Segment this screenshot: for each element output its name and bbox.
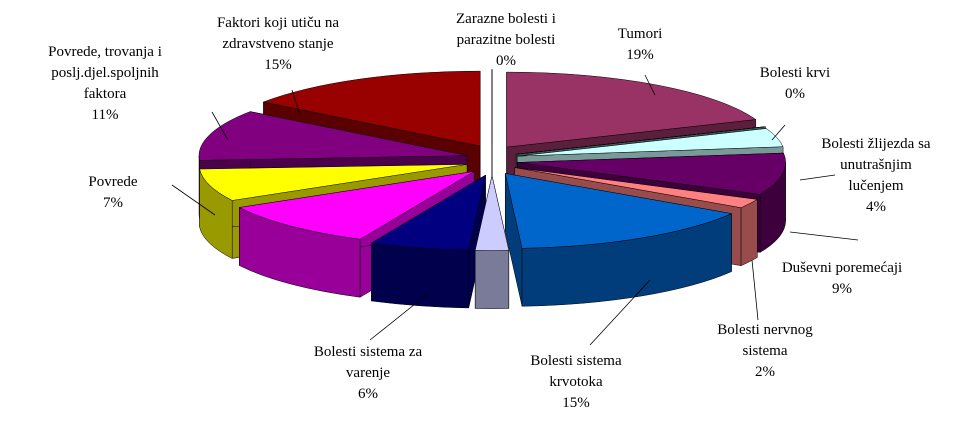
slice [516,126,766,155]
slice-label: Bolesti nervnog sistema 2% [717,320,812,383]
slice [517,128,784,157]
slice-label: Bolesti sistema krvotoka 15% [530,351,621,414]
category-label: Tumori [617,26,663,42]
leader-line [751,259,759,321]
slice [199,164,468,201]
value-label: 4% [865,199,886,215]
category-label: Faktori koji utiču na zdravstveno stanje [216,15,340,52]
category-label: Bolesti nervnog sistema [717,322,813,359]
slice-label: Povrede, trovanja i poslj.djel.spoljnih … [48,42,162,126]
slice-label: Bolesti krvi 0% [760,63,830,105]
value-label: 7% [103,195,123,211]
category-label: Duševni poremećaji [781,260,903,276]
slice-label: Bolesti žlijezda sa unutrašnjim lučenjem… [821,134,930,218]
slice-label: Zarazne bolesti i parazitne bolesti 0% [456,9,556,72]
slice [514,167,759,208]
value-label: 0% [496,53,516,69]
slice [262,70,481,147]
leader-line [589,279,651,346]
value-label: 15% [264,57,292,73]
leader-lines [171,74,859,346]
value-label: 15% [562,395,590,411]
leader-line [369,291,431,341]
leader-line [644,74,656,96]
leader-line [789,231,859,241]
slice [198,111,468,161]
slice [506,71,757,148]
category-label: Zarazne bolesti i parazitne bolesti [456,11,556,48]
leader-line [211,111,229,141]
slice [238,171,475,240]
category-label: Bolesti krvi [759,65,831,81]
slice [370,174,486,251]
value-label: 6% [358,386,378,402]
leader-line [291,89,301,116]
leader-line [171,184,216,216]
slice-label: Povrede 7% [88,172,137,214]
slice [517,152,786,195]
category-label: Bolesti žlijezda sa unutrašnjim lučenjem [821,136,931,194]
slice-wall [740,199,758,267]
category-label: Povrede [88,174,138,190]
value-label: 11% [91,107,119,123]
value-label: 0% [784,86,805,102]
slice [474,175,510,251]
slices [198,69,786,309]
slice-label: Duševni poremećaji 9% [782,258,902,300]
slice-wall [371,242,469,309]
slice-label: Faktori koji utiču na zdravstveno stanje… [217,13,339,76]
value-label: 2% [755,364,775,380]
category-label: Povrede, trovanja i poslj.djel.spoljnih … [48,44,162,102]
slice-wall [474,250,510,309]
value-label: 9% [832,281,852,297]
leader-line [799,174,836,181]
category-label: Bolesti sistema krvotoka [530,353,622,390]
value-label: 19% [626,47,654,63]
slice-label: Bolesti sistema za varenje 6% [314,342,422,405]
slice-label: Tumori 19% [618,24,662,66]
slice [504,173,733,249]
leader-line [771,124,786,141]
category-label: Bolesti sistema za varenje [313,344,423,381]
